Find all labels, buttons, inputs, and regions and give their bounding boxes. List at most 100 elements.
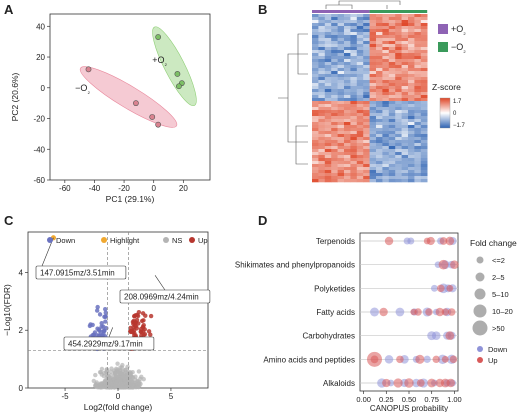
canopus-category-label: Alkaloids	[323, 379, 355, 388]
heatmap-cell	[408, 101, 415, 104]
heatmap-cell	[408, 164, 415, 167]
heatmap-cell	[408, 26, 415, 29]
canopus-x-tick-label: 1.00	[447, 395, 462, 404]
heatmap-cell	[363, 146, 370, 149]
heatmap-cell	[363, 77, 370, 80]
canopus-point-down	[370, 308, 379, 317]
heatmap-cell	[395, 80, 402, 83]
canopus-size-legend-label: >50	[492, 324, 505, 333]
heatmap-cell	[350, 110, 357, 113]
heatmap-cell	[376, 134, 383, 137]
heatmap-cell	[318, 62, 325, 65]
heatmap-cell	[325, 17, 332, 20]
heatmap-cell	[325, 23, 332, 26]
heatmap-cell	[414, 98, 421, 101]
heatmap-cell	[382, 116, 389, 119]
heatmap-cell	[382, 47, 389, 50]
heatmap-cell	[389, 32, 396, 35]
heatmap-cell	[389, 155, 396, 158]
heatmap-cell	[357, 68, 364, 71]
panel-label-c: C	[4, 213, 14, 228]
heatmap-cell	[338, 71, 345, 74]
heatmap-cell	[318, 35, 325, 38]
heatmap-cell	[312, 47, 319, 50]
heatmap-cell	[408, 122, 415, 125]
heatmap-cell	[414, 143, 421, 146]
heatmap-cell	[344, 44, 351, 47]
heatmap-cell	[389, 68, 396, 71]
heatmap-cell	[408, 107, 415, 110]
heatmap-cell	[312, 92, 319, 95]
heatmap-cell	[408, 47, 415, 50]
heatmap-cell	[325, 104, 332, 107]
heatmap-cell	[357, 149, 364, 152]
volcano-legend-label: Down	[56, 236, 75, 245]
heatmap-cell	[370, 26, 377, 29]
heatmap-cell	[414, 68, 421, 71]
heatmap-cell	[389, 53, 396, 56]
heatmap-cell	[363, 89, 370, 92]
heatmap-cell	[331, 47, 338, 50]
heatmap-cell	[325, 167, 332, 170]
heatmap-cell	[312, 86, 319, 89]
heatmap-cell	[414, 20, 421, 23]
heatmap-cell	[318, 29, 325, 32]
heatmap-cell	[312, 134, 319, 137]
heatmap-cell	[357, 158, 364, 161]
heatmap-cell	[382, 104, 389, 107]
heatmap-cell	[376, 116, 383, 119]
heatmap-cell	[376, 95, 383, 98]
heatmap-cell	[331, 128, 338, 131]
heatmap-cell	[376, 56, 383, 59]
heatmap-cell	[350, 128, 357, 131]
heatmap-cell	[414, 23, 421, 26]
heatmap-cell	[312, 146, 319, 149]
heatmap-cell	[344, 107, 351, 110]
canopus-point-up	[427, 379, 436, 388]
heatmap-cell	[350, 101, 357, 104]
canopus-point-down	[396, 308, 405, 317]
volcano-point-ns	[125, 365, 129, 369]
heatmap-cell	[421, 167, 428, 170]
heatmap-cell	[325, 149, 332, 152]
heatmap-cell	[357, 122, 364, 125]
heatmap-cell	[370, 164, 377, 167]
heatmap-cell	[389, 143, 396, 146]
heatmap-cell	[338, 146, 345, 149]
heatmap-cell	[325, 20, 332, 23]
heatmap-cell	[382, 161, 389, 164]
heatmap-cell	[414, 62, 421, 65]
heatmap-cell	[357, 62, 364, 65]
heatmap-row-dendrogram	[278, 34, 308, 164]
heatmap-cell	[414, 173, 421, 176]
heatmap-cell	[382, 80, 389, 83]
heatmap-cell	[350, 173, 357, 176]
heatmap-cell	[370, 98, 377, 101]
heatmap-cell	[402, 131, 409, 134]
pca-x-tick-label: -20	[118, 184, 130, 193]
heatmap-cell	[370, 80, 377, 83]
heatmap-cell	[382, 131, 389, 134]
volcano-point-up	[149, 314, 153, 318]
heatmap-cell	[421, 125, 428, 128]
heatmap-cell	[395, 101, 402, 104]
heatmap-legend-label: −O₂	[451, 42, 466, 55]
heatmap-cell	[363, 92, 370, 95]
heatmap-cell	[408, 155, 415, 158]
heatmap-cell	[408, 113, 415, 116]
heatmap-cell	[389, 98, 396, 101]
heatmap-cell	[350, 134, 357, 137]
heatmap-cell	[395, 59, 402, 62]
volcano-point-ns	[139, 375, 143, 379]
heatmap-cell	[402, 149, 409, 152]
heatmap-cell	[312, 113, 319, 116]
heatmap-cell	[376, 164, 383, 167]
canopus-size-legend-swatch	[477, 257, 484, 264]
heatmap-cell	[312, 104, 319, 107]
heatmap-cell	[357, 140, 364, 143]
pca-x-tick-label: 20	[179, 184, 188, 193]
heatmap-cell	[363, 122, 370, 125]
heatmap-cell	[363, 86, 370, 89]
canopus-point-up	[394, 378, 403, 387]
